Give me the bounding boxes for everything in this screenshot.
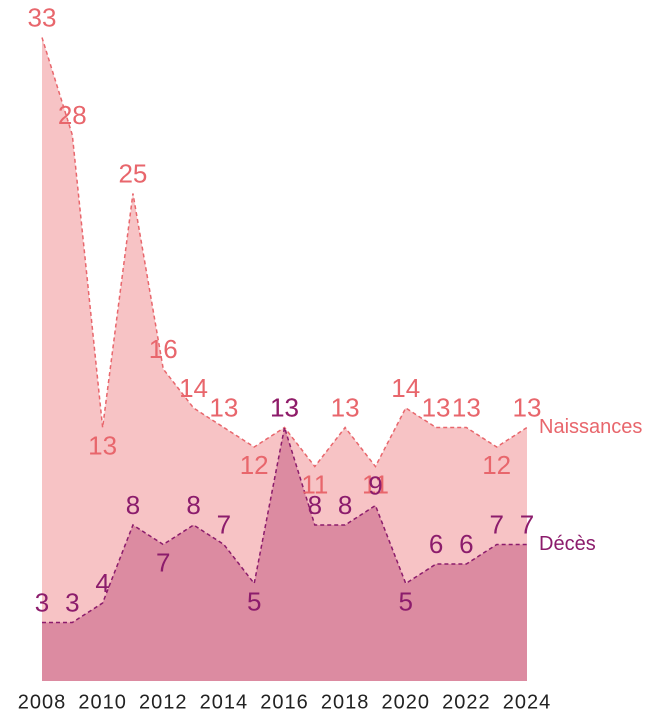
series-label: Décès	[539, 533, 596, 555]
data-label: 13	[452, 392, 481, 422]
area	[42, 427, 527, 681]
data-label: 8	[338, 490, 352, 520]
data-label: 25	[118, 158, 147, 188]
data-label: 16	[149, 334, 178, 364]
data-label: 7	[156, 547, 170, 577]
data-label: 5	[399, 586, 413, 616]
series-label: Naissances	[539, 416, 642, 438]
data-label: 7	[520, 509, 534, 539]
data-label: 3	[35, 587, 49, 617]
data-label: 12	[240, 450, 269, 480]
data-label: 13	[270, 392, 299, 422]
area	[42, 37, 527, 681]
x-tick-label: 2010	[78, 691, 127, 713]
data-label: 3	[65, 587, 79, 617]
data-label: 13	[422, 392, 451, 422]
data-label: 12	[482, 450, 511, 480]
data-label: 14	[179, 373, 208, 403]
data-label: 13	[270, 392, 299, 422]
data-label: 8	[308, 490, 322, 520]
x-tick-label: 2024	[503, 691, 552, 713]
line	[42, 427, 527, 624]
x-tick-label: 2020	[382, 691, 431, 713]
data-label: 13	[513, 392, 542, 422]
x-tick-label: 2008	[18, 691, 67, 713]
data-label: 11	[301, 469, 328, 499]
data-label: 7	[217, 509, 231, 539]
x-tick-label: 2014	[200, 691, 249, 713]
data-label: 6	[429, 529, 443, 559]
data-label: 28	[58, 100, 87, 130]
data-label: 13	[88, 430, 117, 460]
x-tick-label: 2016	[260, 691, 309, 713]
data-label: 5	[247, 586, 261, 616]
data-label: 4	[95, 568, 109, 598]
data-label: 13	[209, 392, 238, 422]
data-label: 9	[368, 470, 382, 500]
data-label: 7	[489, 509, 503, 539]
x-tick-label: 2022	[442, 691, 491, 713]
data-label: 8	[186, 490, 200, 520]
data-label: 13	[331, 392, 360, 422]
data-label: 8	[126, 490, 140, 520]
data-label: 11	[362, 469, 389, 499]
x-tick-label: 2018	[321, 691, 370, 713]
data-label: 14	[391, 373, 420, 403]
data-label: 6	[459, 529, 473, 559]
data-label: 33	[28, 2, 57, 32]
x-tick-label: 2012	[139, 691, 188, 713]
